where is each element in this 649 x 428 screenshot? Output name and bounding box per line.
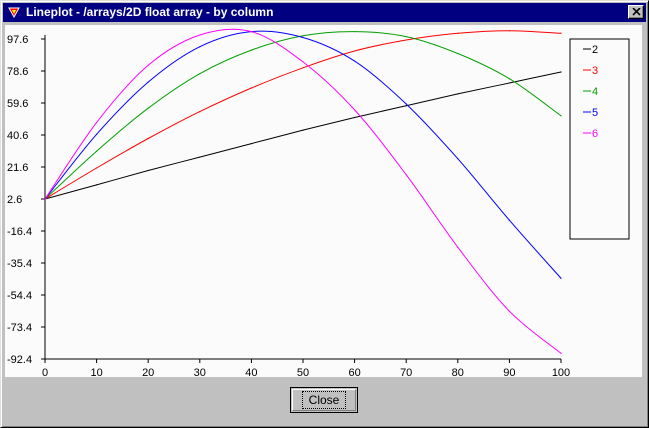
- data-point: [199, 156, 201, 158]
- app-icon[interactable]: [8, 6, 20, 18]
- data-point: [354, 109, 356, 111]
- data-point: [250, 87, 252, 89]
- data-point: [96, 150, 98, 152]
- legend-label-4: 4: [592, 86, 598, 98]
- x-tick-label: 70: [400, 367, 412, 377]
- legend-label-5: 5: [592, 107, 598, 119]
- data-point: [96, 133, 98, 135]
- data-point: [405, 103, 407, 105]
- data-point: [96, 121, 98, 124]
- x-tick-label: 0: [42, 367, 48, 377]
- data-point: [457, 32, 459, 34]
- data-point: [44, 198, 46, 200]
- data-point: [147, 81, 149, 83]
- legend-box: [569, 38, 630, 240]
- data-point: [199, 34, 201, 36]
- data-point: [457, 158, 459, 160]
- x-tick-label: 30: [194, 367, 206, 377]
- data-point: [508, 219, 510, 221]
- y-tick-label: -16.4: [7, 226, 32, 238]
- data-point: [405, 39, 407, 41]
- series-line-3: [44, 30, 562, 200]
- y-tick-label: 59.6: [7, 98, 28, 110]
- x-tick-label: 10: [90, 367, 102, 377]
- y-tick-label: 78.6: [7, 66, 28, 78]
- data-point: [457, 246, 459, 248]
- data-point: [560, 277, 562, 279]
- series-line-4: [44, 31, 562, 200]
- y-tick-label: -92.4: [7, 354, 32, 366]
- plot-area: 97.6 78.6 59.6 40.6 21.6 2.6 -16.4 -35.4 -54.4 -7…: [5, 25, 642, 377]
- data-point: [250, 49, 252, 51]
- data-point: [147, 64, 149, 66]
- data-point: [354, 30, 356, 33]
- line-chart: 97.6 78.6 59.6 40.6 21.6 2.6 -16.4 -35.4 -54.4 -7…: [7, 28, 630, 377]
- x-tick-label: 50: [297, 367, 309, 377]
- data-point: [147, 107, 149, 109]
- data-point: [560, 32, 562, 34]
- data-point: [560, 115, 562, 117]
- data-point: [250, 142, 252, 145]
- close-button-label: Close: [301, 391, 347, 409]
- data-point: [405, 36, 407, 38]
- x-tick-label: 40: [245, 367, 257, 377]
- data-point: [96, 167, 98, 169]
- x-tick-label: 60: [348, 367, 360, 377]
- legend-label-3: 3: [592, 65, 598, 77]
- y-tick-label: -35.4: [7, 258, 32, 270]
- y-tick-label: 2.6: [7, 194, 22, 206]
- data-point: [147, 169, 149, 172]
- data-point: [508, 30, 510, 32]
- data-point: [560, 352, 562, 354]
- data-point: [405, 105, 407, 107]
- data-point: [147, 137, 149, 140]
- title-bar[interactable]: Lineplot - /arrays/2D float array - by c…: [3, 3, 646, 22]
- data-point: [302, 129, 304, 131]
- y-tick-label: -54.4: [7, 290, 32, 302]
- legend-label-6: 6: [592, 128, 598, 140]
- data-point: [302, 35, 304, 37]
- data-point: [560, 71, 562, 73]
- data-point: [302, 67, 304, 69]
- data-point: [508, 78, 510, 80]
- y-tick-label: 21.6: [7, 162, 28, 174]
- close-button[interactable]: Close: [290, 387, 358, 413]
- y-tick-label: 97.6: [7, 34, 28, 46]
- x-tick-label: 100: [552, 367, 570, 377]
- data-point: [457, 93, 459, 95]
- data-point: [199, 73, 201, 75]
- y-tick-label: -73.4: [7, 322, 32, 334]
- data-point: [302, 36, 304, 39]
- window-title: Lineplot - /arrays/2D float array - by c…: [26, 5, 274, 19]
- x-tick-label: 80: [452, 367, 464, 377]
- window-close-icon[interactable]: [628, 5, 644, 19]
- series-line-6: [44, 28, 562, 354]
- data-point: [405, 174, 407, 176]
- data-point: [354, 50, 356, 52]
- data-point: [302, 61, 304, 63]
- data-point: [354, 60, 356, 62]
- legend-label-2: 2: [592, 44, 598, 56]
- data-point: [508, 82, 510, 84]
- close-button-face: Close: [292, 389, 356, 411]
- data-point: [199, 110, 201, 113]
- data-point: [96, 184, 98, 186]
- y-tick-label: 40.6: [7, 130, 28, 142]
- data-point: [457, 52, 459, 55]
- x-tick-label: 90: [503, 367, 515, 377]
- x-tick-label: 20: [142, 367, 154, 377]
- data-point: [250, 30, 252, 33]
- data-point: [199, 46, 201, 48]
- data-point: [508, 310, 510, 312]
- data-point: [354, 116, 356, 119]
